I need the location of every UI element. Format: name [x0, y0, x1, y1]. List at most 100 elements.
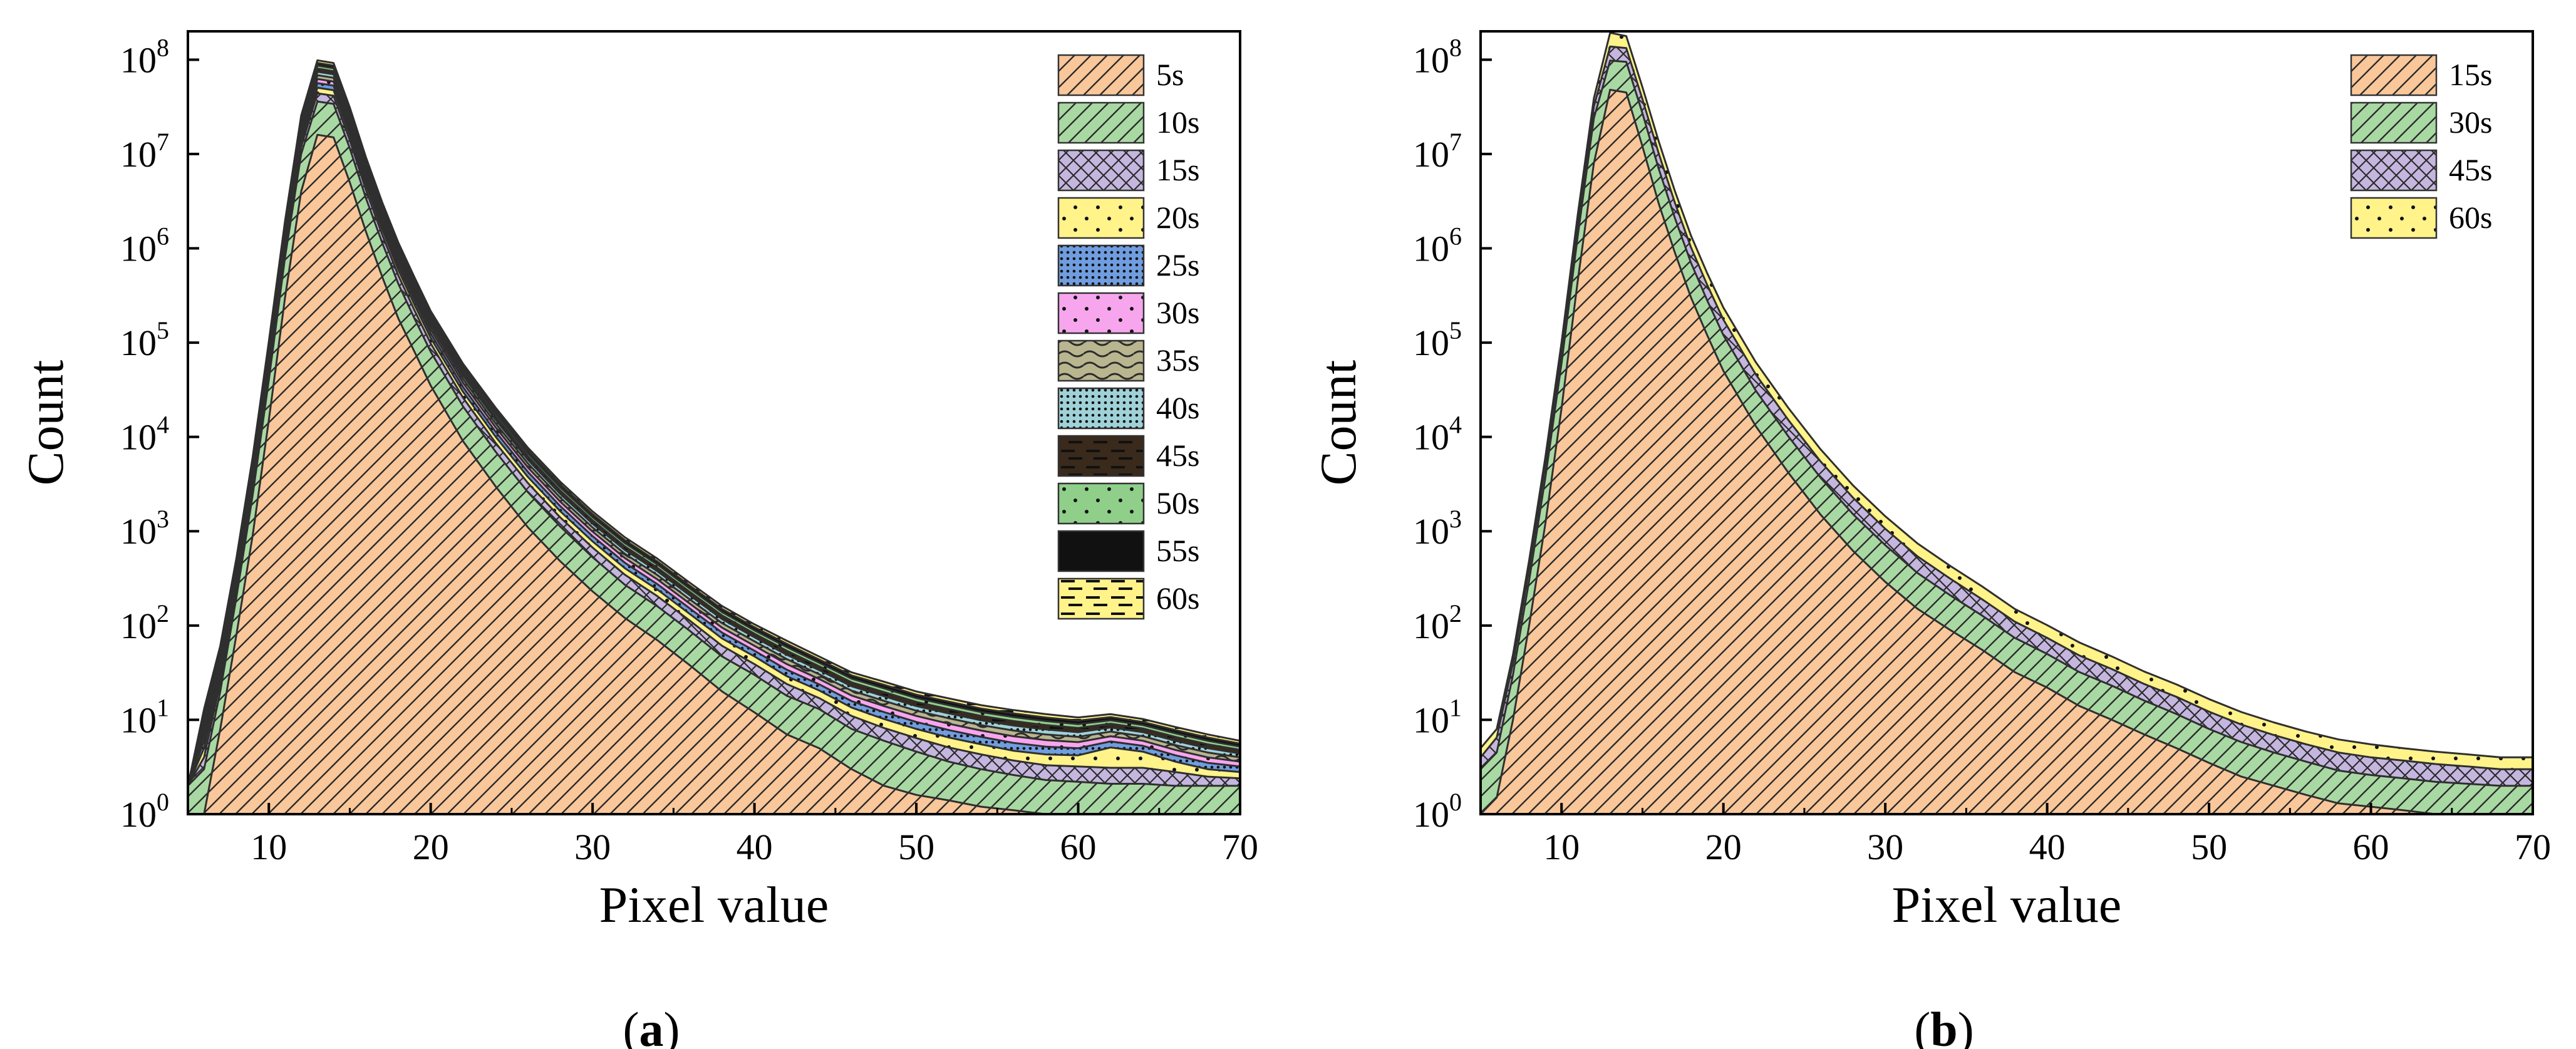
legend-item-20s: 20s — [1057, 197, 1199, 239]
y-axis: 100 101 102 103 104 105 106 107 108 — [1413, 33, 1492, 835]
legend-swatch — [2350, 149, 2438, 192]
y-tick-label: 107 — [1413, 128, 1462, 175]
legend-label: 10s — [1156, 105, 1199, 140]
x-tick-label: 40 — [2029, 827, 2066, 867]
y-tick-label: 105 — [1413, 316, 1462, 363]
x-tick-label: 20 — [413, 827, 449, 867]
plot-frame — [187, 30, 1241, 815]
y-tick-label: 106 — [1413, 222, 1462, 269]
stacked-areas — [1479, 31, 2534, 815]
x-tick-label: 70 — [2515, 827, 2551, 867]
legend-swatch — [1057, 54, 1145, 96]
legend-label: 30s — [1156, 295, 1199, 330]
y-tick-label: 107 — [120, 128, 169, 175]
legend-label: 15s — [2449, 57, 2492, 92]
area-series-15s — [1479, 88, 2534, 815]
caption-letter: a — [639, 1002, 664, 1049]
legend-label: 35s — [1156, 343, 1199, 378]
y-tick-label: 102 — [1413, 599, 1462, 646]
caption-letter: b — [1930, 1002, 1957, 1049]
legend: 5s 10s 15s 20s 25s 30s 35s 40s 45s 50s 55s 60s — [1057, 54, 1199, 620]
legend-swatch — [1057, 435, 1145, 477]
y-tick-label: 104 — [120, 411, 169, 458]
legend-swatch — [1057, 482, 1145, 525]
legend-swatch — [1057, 244, 1145, 287]
x-axis: 10 20 30 40 50 60 70 — [187, 803, 1258, 867]
legend-item-15s: 15s — [1057, 149, 1199, 192]
y-axis-title: Count — [1310, 360, 1367, 486]
x-tick-label: 30 — [1867, 827, 1903, 867]
x-tick-label: 50 — [2191, 827, 2227, 867]
legend-item-50s: 50s — [1057, 482, 1199, 525]
x-tick-label: 10 — [1543, 827, 1580, 867]
x-axis-title: Pixel value — [1892, 876, 2122, 933]
legend-swatch — [1057, 197, 1145, 239]
legend-label: 15s — [1156, 152, 1199, 187]
y-tick-label: 101 — [1413, 693, 1462, 740]
legend-swatch — [1057, 387, 1145, 430]
legend-swatch — [1057, 292, 1145, 334]
legend-item-40s: 40s — [1057, 387, 1199, 430]
legend-label: 60s — [1156, 581, 1199, 616]
legend-label: 45s — [1156, 438, 1199, 473]
legend-item-45s: 45s — [2350, 149, 2492, 192]
y-tick-label: 106 — [120, 222, 169, 269]
y-tick-label: 100 — [120, 788, 169, 835]
legend-label: 25s — [1156, 247, 1199, 282]
legend-swatch — [1057, 530, 1145, 572]
panel-caption: (b) — [1914, 1002, 1973, 1049]
legend-label: 40s — [1156, 390, 1199, 425]
panel-a: 10 20 30 40 50 60 70 1001011021031041051061071… — [17, 30, 1258, 1049]
legend-label: 55s — [1156, 533, 1199, 568]
y-tick-label: 104 — [1413, 411, 1462, 458]
legend-swatch — [1057, 577, 1145, 620]
x-tick-label: 50 — [898, 827, 934, 867]
legend-label: 60s — [2449, 200, 2492, 235]
x-tick-label: 10 — [251, 827, 287, 867]
legend-label: 50s — [1156, 485, 1199, 520]
legend-item-30s: 30s — [2350, 101, 2492, 144]
legend-swatch — [2350, 197, 2438, 239]
legend-swatch — [1057, 101, 1145, 144]
y-tick-label: 103 — [1413, 505, 1462, 552]
legend-item-10s: 10s — [1057, 101, 1199, 144]
legend-item-35s: 35s — [1057, 339, 1199, 382]
y-tick-label: 105 — [120, 316, 169, 363]
legend-label: 30s — [2449, 105, 2492, 140]
x-tick-label: 40 — [737, 827, 773, 867]
legend: 15s 30s 45s 60s — [2350, 54, 2492, 239]
legend-item-45s: 45s — [1057, 435, 1199, 477]
legend-item-30s: 30s — [1057, 292, 1199, 334]
x-tick-label: 20 — [1705, 827, 1742, 867]
legend-swatch — [1057, 339, 1145, 382]
panel-caption: (a) — [623, 1002, 680, 1049]
y-axis: 100 101 102 103 104 105 106 107 108 — [120, 33, 199, 835]
x-tick-label: 60 — [1060, 827, 1097, 867]
x-tick-label: 60 — [2353, 827, 2389, 867]
x-axis: 10 20 30 40 50 60 70 — [1479, 803, 2551, 867]
legend-item-25s: 25s — [1057, 244, 1199, 287]
y-tick-label: 101 — [120, 693, 169, 740]
legend-item-5s: 5s — [1057, 54, 1184, 96]
legend-item-60s: 60s — [2350, 197, 2492, 239]
legend-swatch — [2350, 101, 2438, 144]
legend-swatch — [1057, 149, 1145, 192]
plot-frame — [1479, 30, 2534, 815]
legend-item-60s: 60s — [1057, 577, 1199, 620]
x-tick-label: 70 — [1222, 827, 1258, 867]
legend-label: 5s — [1156, 57, 1184, 92]
x-tick-label: 30 — [574, 827, 611, 867]
y-tick-label: 102 — [120, 599, 169, 646]
y-tick-label: 108 — [1413, 33, 1462, 80]
y-tick-label: 100 — [1413, 788, 1462, 835]
legend-label: 45s — [2449, 152, 2492, 187]
y-tick-label: 103 — [120, 505, 169, 552]
stacked-areas — [187, 59, 1241, 815]
legend-swatch — [2350, 54, 2438, 96]
legend-item-55s: 55s — [1057, 530, 1199, 572]
y-tick-label: 108 — [120, 33, 169, 80]
legend-label: 20s — [1156, 200, 1199, 235]
panel-b: 10 20 30 40 50 60 70 1001011021031041051061071… — [1310, 30, 2551, 1049]
x-axis-title: Pixel value — [599, 876, 829, 933]
